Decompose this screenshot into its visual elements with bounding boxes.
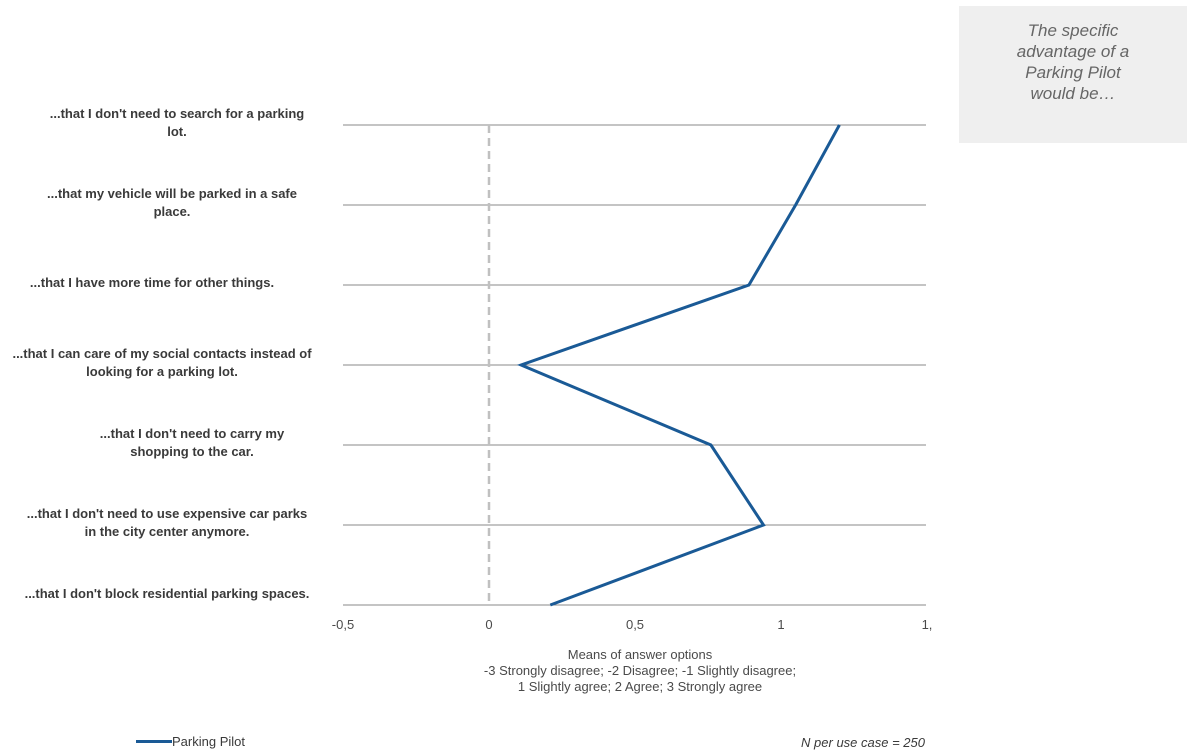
legend-label-parking-pilot: Parking Pilot bbox=[172, 734, 245, 749]
x-axis-scale-line-1: -3 Strongly disagree; -2 Disagree; -1 Sl… bbox=[483, 663, 797, 678]
x-axis-scale-line-2: 1 Slightly agree; 2 Agree; 3 Strongly ag… bbox=[517, 679, 763, 694]
category-label: ...that I don't need to carry my shoppin… bbox=[99, 426, 285, 459]
category-label: ...that I don't need to use expensive ca… bbox=[26, 506, 308, 539]
legend-swatch-parking-pilot bbox=[136, 740, 172, 743]
question-note-box: The specific advantage of a Parking Pilo… bbox=[959, 6, 1187, 143]
x-tick-label: 0,5 bbox=[625, 617, 645, 632]
x-tick-label: 0 bbox=[485, 617, 493, 632]
category-label: ...that I have more time for other thing… bbox=[29, 275, 275, 290]
x-tick-label: -0,5 bbox=[331, 617, 355, 632]
series-line-parking-pilot bbox=[516, 124, 841, 607]
sample-size-footnote: N per use case = 250 bbox=[801, 735, 925, 750]
category-label: ...that I can care of my social contacts… bbox=[12, 346, 312, 379]
question-note-text: The specific advantage of a Parking Pilo… bbox=[1016, 21, 1130, 103]
x-tick-label: 1 bbox=[777, 617, 785, 632]
x-tick-label: 1, bbox=[921, 617, 933, 632]
x-axis-title-line: Means of answer options bbox=[567, 647, 713, 662]
legend: Parking Pilot bbox=[136, 734, 245, 749]
x-axis-title: Means of answer options -3 Strongly disa… bbox=[360, 647, 920, 695]
category-label: ...that I don't need to search for a par… bbox=[49, 106, 305, 139]
category-label: ...that I don't block residential parkin… bbox=[24, 586, 310, 601]
category-label: ...that my vehicle will be parked in a s… bbox=[47, 186, 297, 219]
